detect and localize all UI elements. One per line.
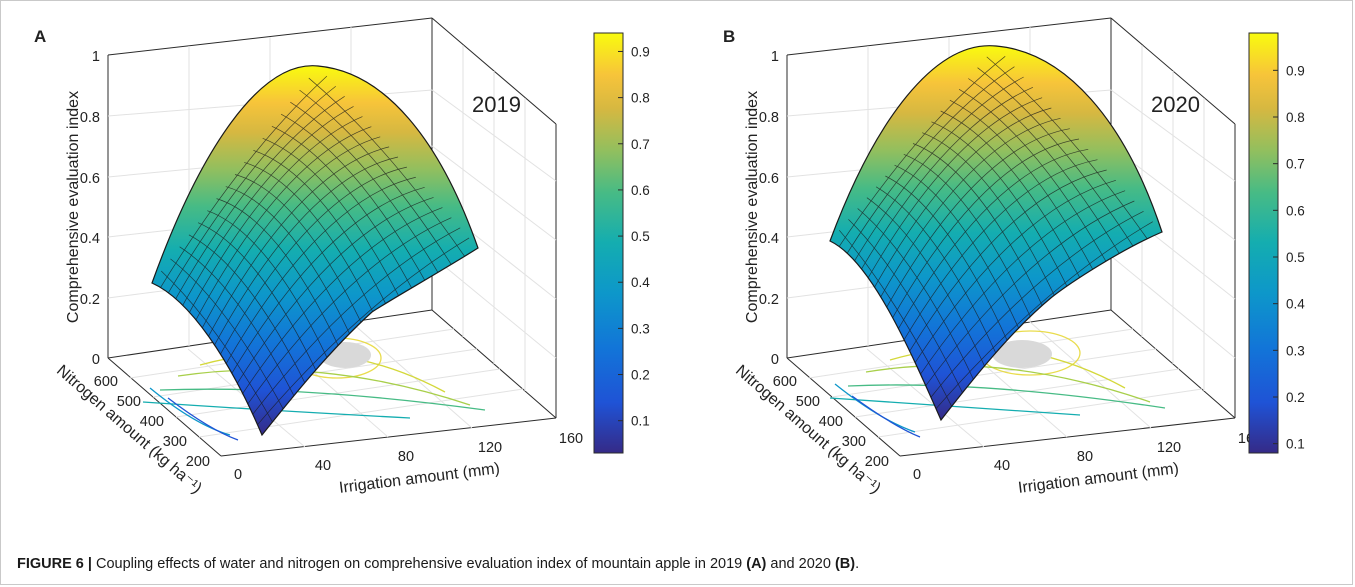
figure-caption: FIGURE 6 | Coupling effects of water and…: [17, 556, 859, 572]
y-tick-label: 300: [163, 434, 187, 450]
colorbar-tick-label: 0.9: [1286, 63, 1305, 78]
colorbar-tick-label: 0.6: [1286, 203, 1305, 218]
colorbar-tick-label: 0.5: [1286, 250, 1305, 265]
colorbar-tick-label: 0.8: [631, 91, 650, 106]
colorbar-tick-label: 0.1: [631, 414, 650, 429]
x-tick-label: 0: [913, 467, 921, 483]
panel-letter: B: [723, 27, 735, 46]
x-tick-label: 0: [234, 467, 242, 483]
figure-panels: A: [0, 0, 1355, 540]
z-tick-labels: 0 0.2 0.4 0.6 0.8 1: [80, 49, 100, 368]
colorbar-tick-label: 0.9: [631, 44, 650, 59]
colorbar-tick-label: 0.3: [1286, 343, 1305, 358]
y-tick-label: 500: [796, 394, 820, 410]
y-axis-label: Nitrogen amount (kg ha⁻¹): [53, 362, 205, 497]
z-tick-label: 0.6: [80, 171, 100, 187]
z-tick-label: 0.8: [80, 110, 100, 126]
x-tick-label: 80: [1077, 449, 1093, 465]
colorbar-tick-label: 0.8: [1286, 110, 1305, 125]
z-tick-label: 0.2: [80, 292, 100, 308]
colorbar-tick-label: 0.7: [1286, 157, 1305, 172]
caption-marker-a: (A): [746, 556, 766, 572]
z-tick-label: 0: [771, 352, 779, 368]
year-label: 2019: [472, 92, 521, 117]
z-tick-label: 1: [771, 49, 779, 65]
colorbar-tick-label: 0.3: [631, 321, 650, 336]
colorbar-tick-label: 0.1: [1286, 437, 1305, 452]
x-tick-label: 40: [315, 458, 331, 474]
colorbar: 0.1 0.2 0.3 0.4 0.5 0.6 0.7 0.8 0.9: [594, 33, 650, 453]
y-tick-label: 300: [842, 434, 866, 450]
z-tick-label: 0.2: [759, 292, 779, 308]
colorbar-tick-label: 0.2: [631, 368, 650, 383]
z-axis-label: Comprehensive evaluation index: [65, 91, 82, 323]
y-tick-label: 500: [117, 394, 141, 410]
x-tick-label: 120: [1157, 440, 1181, 456]
colorbar-tick-label: 0.4: [1286, 297, 1305, 312]
caption-text: Coupling effects of water and nitrogen o…: [92, 556, 746, 572]
z-tick-label: 0.4: [80, 231, 100, 247]
y-tick-label: 600: [94, 374, 118, 390]
colorbar-tick-label: 0.6: [631, 183, 650, 198]
colorbar: 0.1 0.2 0.3 0.4 0.5 0.6 0.7 0.8 0.9: [1249, 33, 1305, 453]
y-tick-label: 200: [186, 454, 210, 470]
colorbar-tick-label: 0.4: [631, 275, 650, 290]
caption-text: and 2020: [766, 556, 835, 572]
y-axis-label: Nitrogen amount (kg ha⁻¹): [732, 362, 884, 497]
caption-marker-b: (B): [835, 556, 855, 572]
caption-text: .: [855, 556, 859, 572]
y-tick-label: 400: [819, 414, 843, 430]
y-tick-label: 600: [773, 374, 797, 390]
colorbar-tick-label: 0.2: [1286, 390, 1305, 405]
y-tick-label: 200: [865, 454, 889, 470]
z-tick-label: 0.8: [759, 110, 779, 126]
y-tick-label: 400: [140, 414, 164, 430]
x-tick-label: 40: [994, 458, 1010, 474]
panel-letter: A: [34, 27, 46, 46]
x-tick-label: 120: [478, 440, 502, 456]
colorbar-tick-label: 0.5: [631, 229, 650, 244]
panel-a: A: [34, 18, 650, 497]
x-tick-label: 80: [398, 449, 414, 465]
z-tick-labels: 0 0.2 0.4 0.6 0.8 1: [759, 49, 779, 368]
z-tick-label: 0: [92, 352, 100, 368]
x-axis-label: Irrigation amount (mm): [1017, 460, 1180, 497]
year-label: 2020: [1151, 92, 1200, 117]
z-tick-label: 0.4: [759, 231, 779, 247]
x-tick-label: 160: [559, 431, 583, 447]
caption-label: FIGURE 6 |: [17, 556, 92, 572]
z-tick-label: 1: [92, 49, 100, 65]
colorbar-tick-label: 0.7: [631, 137, 650, 152]
z-tick-label: 0.6: [759, 171, 779, 187]
z-axis-label: Comprehensive evaluation index: [744, 91, 761, 323]
x-axis-label: Irrigation amount (mm): [338, 460, 501, 497]
surface-plot: [830, 46, 1162, 420]
panel-b: B: [723, 18, 1305, 497]
